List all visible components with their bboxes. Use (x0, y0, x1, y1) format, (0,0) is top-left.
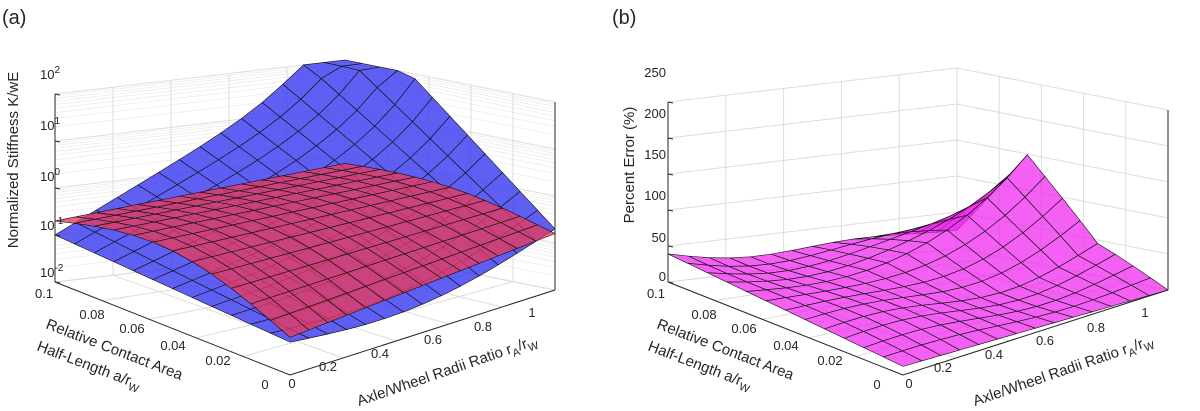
x-tick-label: 0.8 (1087, 320, 1105, 335)
panel-b-x-axis-label: Axle/Wheel Radii Ratio rA/rW (971, 332, 1157, 411)
tick-mark (667, 101, 674, 104)
z-tick-label: 0 (659, 269, 666, 284)
panel-a-z-axis-label: Normalized Stiffness K/wE (5, 72, 22, 248)
panel-b-surfaces (667, 154, 1169, 367)
z-tick-label: 101 (40, 116, 60, 133)
panel-b-x-ticks: 0 0.2 0.4 0.6 0.8 1 (905, 305, 1148, 391)
axis-line (54, 281, 556, 376)
axis-line (667, 281, 1169, 376)
grid-line (667, 67, 1169, 111)
x-tick-label: 1 (528, 305, 535, 320)
z-tick-label: 50 (652, 230, 666, 245)
y-tick-label: 0.1 (647, 286, 665, 301)
y-tick-label: 0 (261, 377, 268, 392)
z-tick-label: 100 (644, 188, 666, 203)
x-tick-label: 0 (905, 376, 912, 391)
panel-b-label: (b) (612, 7, 636, 29)
y-tick-label: 0.08 (79, 307, 104, 322)
panel-b: (b) 0 50 100 150 200 250 0.1 0.08 0.06 0… (612, 7, 1169, 411)
panel-b-z-axis-label: Percent Error (%) (621, 107, 638, 224)
panel-a-z-ticks: 10-2 10-1 100 101 102 (40, 65, 64, 280)
y-tick-label: 0 (873, 377, 880, 392)
panel-a-frame (54, 93, 556, 376)
x-tick-label: 0.4 (371, 346, 389, 361)
x-tick-label: 0.6 (1036, 333, 1054, 348)
y-tick-label: 0.02 (205, 353, 230, 368)
grid-line (667, 103, 1169, 147)
y-tick-label: 0.04 (773, 338, 798, 353)
z-tick-label: 250 (644, 65, 666, 80)
x-tick-label: 0.6 (424, 332, 442, 347)
tick-mark (667, 137, 674, 140)
x-tick-label: 0.2 (319, 359, 337, 374)
tick-mark (54, 187, 61, 190)
panel-a-label: (a) (2, 7, 26, 29)
panel-a-surfaces (54, 59, 556, 343)
z-tick-label: 150 (644, 147, 666, 162)
x-tick-label: 0 (288, 376, 295, 391)
grid-line (112, 274, 344, 359)
y-tick-label: 0.04 (160, 338, 185, 353)
surface-red (54, 163, 556, 338)
x-tick-label: 0.2 (934, 360, 952, 375)
surface-patch (517, 224, 556, 242)
x-tick-label: 0.8 (474, 319, 492, 334)
x-tick-label: 0.4 (985, 347, 1003, 362)
z-tick-label: 102 (40, 65, 60, 82)
z-tick-label: 100 (40, 167, 60, 184)
surface-magenta (667, 154, 1169, 367)
x-tick-label: 1 (1141, 305, 1148, 320)
panel-a-x-ticks: 0 0.2 0.4 0.6 0.8 1 (288, 305, 535, 391)
y-tick-label: 0.08 (691, 307, 716, 322)
tick-mark (54, 234, 61, 237)
z-tick-label: 10-1 (40, 216, 64, 233)
grid-line (667, 139, 1169, 183)
tick-mark (54, 93, 61, 96)
tick-mark (667, 209, 674, 212)
z-tick-label: 200 (644, 106, 666, 121)
tick-mark (54, 140, 61, 143)
panel-b-frame (667, 101, 1169, 376)
panel-b-y-ticks: 0.1 0.08 0.06 0.04 0.02 0 (647, 286, 881, 392)
y-tick-label: 0.06 (731, 321, 756, 336)
y-tick-label: 0.02 (817, 353, 842, 368)
tick-mark (667, 173, 674, 176)
grid-line (667, 175, 1169, 219)
panel-a: (a) 10-2 10-1 100 101 102 0.1 0.08 0.06 … (2, 7, 556, 411)
z-tick-label: 10-2 (40, 263, 64, 280)
y-tick-label: 0.06 (119, 321, 144, 336)
y-tick-label: 0.1 (35, 286, 53, 301)
tick-mark (667, 245, 674, 248)
tick-mark (667, 281, 674, 284)
panel-b-z-ticks: 0 50 100 150 200 250 (644, 65, 666, 284)
panel-a-y-ticks: 0.1 0.08 0.06 0.04 0.02 0 (35, 286, 269, 392)
panel-a-x-axis-label: Axle/Wheel Radii Ratio rA/rW (355, 332, 541, 411)
tick-mark (54, 281, 61, 284)
